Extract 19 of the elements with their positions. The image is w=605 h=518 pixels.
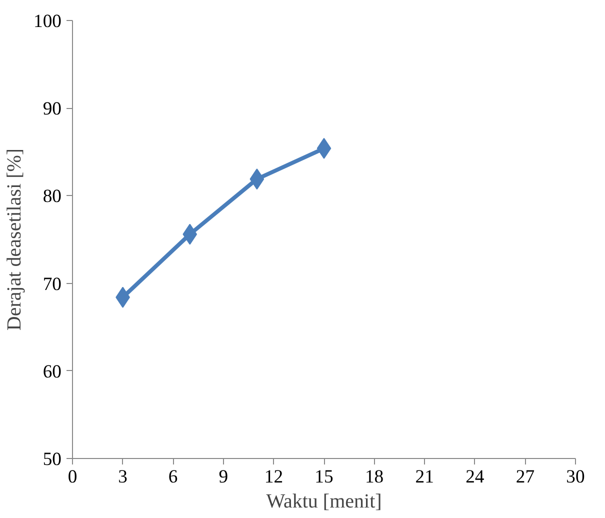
x-tick-label: 9 bbox=[218, 466, 228, 488]
y-axis-title: Derajat deasetilasi [%] bbox=[4, 148, 26, 331]
x-tick-label: 21 bbox=[415, 466, 434, 488]
y-tick-label: 70 bbox=[42, 274, 62, 295]
x-tick-label: 0 bbox=[68, 466, 78, 488]
x-tick-label: 3 bbox=[118, 466, 128, 488]
y-tick-label: 60 bbox=[42, 361, 62, 382]
x-tick-label: 12 bbox=[264, 466, 284, 488]
x-tick-label: 6 bbox=[168, 466, 178, 488]
y-tick-label: 90 bbox=[42, 98, 62, 120]
y-tick-label: 80 bbox=[42, 186, 62, 208]
x-tick-label: 27 bbox=[516, 466, 535, 488]
x-tick-label: 18 bbox=[364, 466, 384, 488]
x-tick-label: 30 bbox=[566, 466, 585, 488]
y-tick-label: 50 bbox=[42, 449, 62, 470]
x-tick-label: 24 bbox=[466, 466, 485, 488]
x-axis-title: Waktu [menit] bbox=[266, 490, 382, 512]
x-tick-label: 15 bbox=[314, 466, 334, 488]
y-tick-label: 100 bbox=[34, 11, 62, 32]
